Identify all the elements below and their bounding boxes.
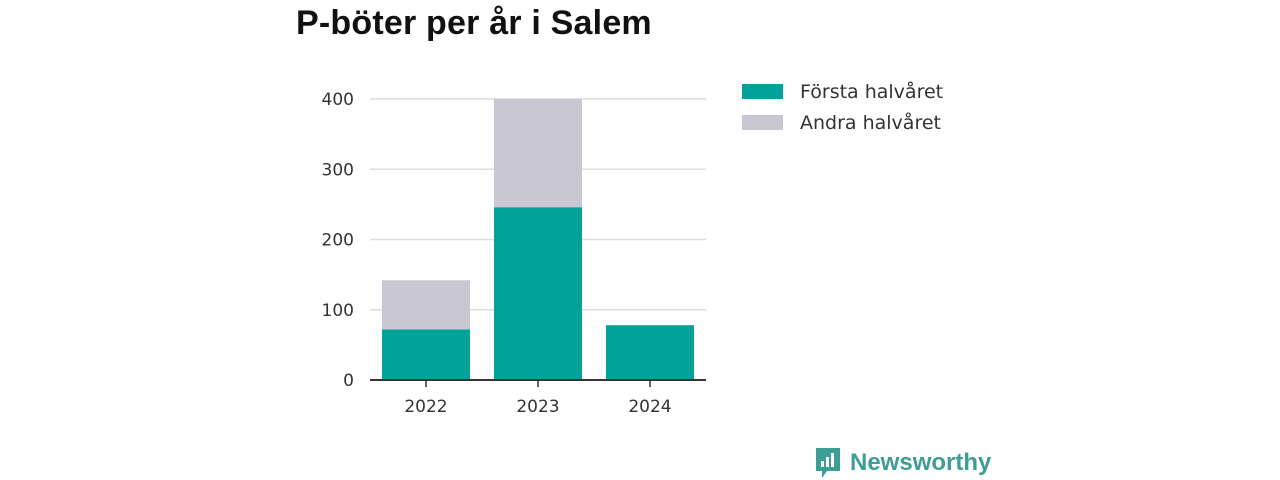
brand-name: Newsworthy [850, 449, 992, 476]
bar-2022-series-1 [382, 280, 470, 330]
y-tick-label-300: 300 [322, 160, 354, 180]
legend-swatch-andra [742, 115, 783, 130]
chart-title: P-böter per år i Salem [296, 4, 652, 42]
y-tick-label-200: 200 [322, 231, 354, 251]
bar-2023-series-1 [494, 99, 582, 208]
legend-item-forsta: Första halvåret [742, 76, 943, 107]
y-tick-label-100: 100 [322, 301, 354, 321]
legend-swatch-forsta [742, 84, 783, 99]
x-tick-label-2024: 2024 [628, 397, 671, 417]
x-tick-label-2022: 2022 [404, 397, 447, 417]
bar-chart-speech-icon [816, 448, 840, 478]
bar-2023-series-0 [494, 207, 582, 380]
legend-label-andra: Andra halvåret [800, 111, 941, 134]
legend-item-andra: Andra halvåret [742, 107, 943, 138]
y-tick-label-0: 0 [343, 371, 354, 391]
bar-2022-series-0 [382, 329, 470, 380]
legend: Första halvåret Andra halvåret [742, 76, 943, 138]
y-tick-label-400: 400 [322, 90, 354, 110]
x-tick-label-2023: 2023 [516, 397, 559, 417]
legend-label-forsta: Första halvåret [800, 80, 944, 103]
brand-logo: Newsworthy [814, 446, 991, 480]
bar-2024-series-0 [606, 325, 694, 380]
